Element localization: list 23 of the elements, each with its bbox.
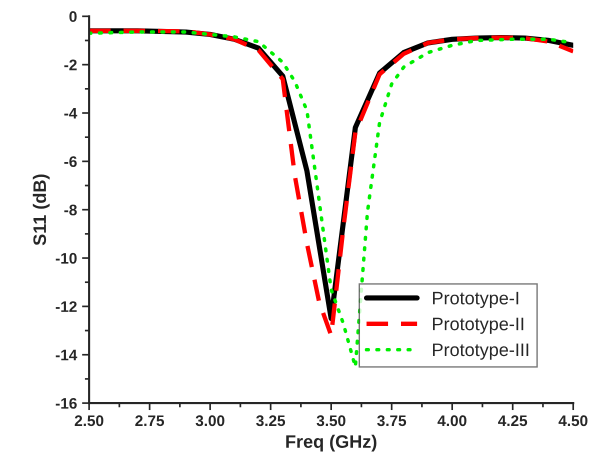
y-tick-label: -14 (56, 350, 78, 360)
y-tick-label: 0 (69, 11, 77, 22)
x-tick-label: 4.50 (558, 415, 588, 426)
y-tick-label: -2 (64, 60, 77, 70)
y-tick-label: -6 (64, 156, 77, 168)
x-axis-title: Freq (GHz) (286, 434, 376, 452)
y-tick-label: -4 (64, 108, 78, 119)
y-tick-label: -12 (56, 301, 77, 312)
y-tick-label: -8 (64, 204, 77, 216)
legend-label: Prototype-III (433, 344, 528, 360)
y-axis-title: S11 (dB) (32, 174, 50, 246)
x-tick-label: 3.75 (377, 415, 406, 426)
x-tick-label: 4.25 (498, 415, 528, 426)
x-tick-label: 3.25 (256, 415, 286, 426)
x-tick-label: 2.50 (74, 415, 104, 426)
y-tick-label: -16 (56, 398, 77, 409)
x-tick-label: 4.00 (438, 415, 466, 426)
legend-label: Prototype-I (433, 292, 518, 308)
y-tick-label: -10 (56, 252, 77, 264)
x-tick-label: 3.00 (196, 415, 224, 426)
legend-label: Prototype-II (433, 318, 524, 334)
x-tick-label: 3.50 (316, 415, 346, 426)
x-tick-label: 2.75 (135, 415, 164, 426)
